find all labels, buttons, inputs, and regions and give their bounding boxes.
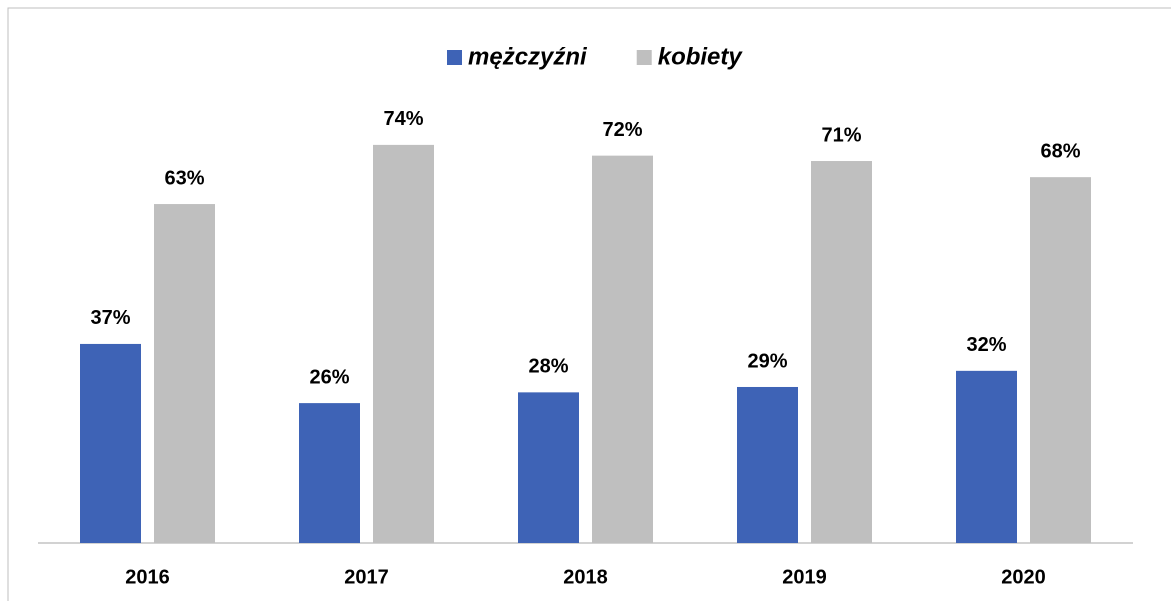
legend-label: mężczyźni: [468, 43, 588, 70]
data-label: 74%: [383, 108, 423, 130]
data-label: 29%: [747, 350, 787, 372]
x-tick-label: 2018: [563, 566, 608, 588]
legend-swatch: [636, 50, 652, 65]
data-label: 72%: [602, 119, 642, 141]
data-label: 26%: [309, 366, 349, 388]
bar: [518, 392, 579, 543]
frame: [7, 7, 1171, 601]
bar: [373, 144, 434, 543]
bar: [956, 370, 1017, 543]
x-tick-label: 2017: [344, 566, 389, 588]
bar: [154, 204, 215, 543]
bar: [80, 343, 141, 543]
data-label: 37%: [90, 307, 130, 329]
data-label: 71%: [821, 124, 861, 146]
data-label: 68%: [1040, 140, 1080, 162]
bar: [811, 161, 872, 543]
legend-label: kobiety: [658, 43, 744, 70]
bar: [299, 403, 360, 543]
x-tick-label: 2020: [1001, 566, 1046, 588]
x-tick-label: 2016: [125, 566, 170, 588]
data-label: 32%: [966, 334, 1006, 356]
data-label: 63%: [164, 167, 204, 189]
x-tick-label: 2019: [782, 566, 827, 588]
legend-swatch: [447, 50, 462, 65]
bar: [737, 386, 798, 543]
legend: mężczyźni kobiety: [447, 43, 743, 70]
data-label: 28%: [528, 356, 568, 378]
bar: [592, 155, 653, 543]
bar: [1030, 177, 1091, 543]
